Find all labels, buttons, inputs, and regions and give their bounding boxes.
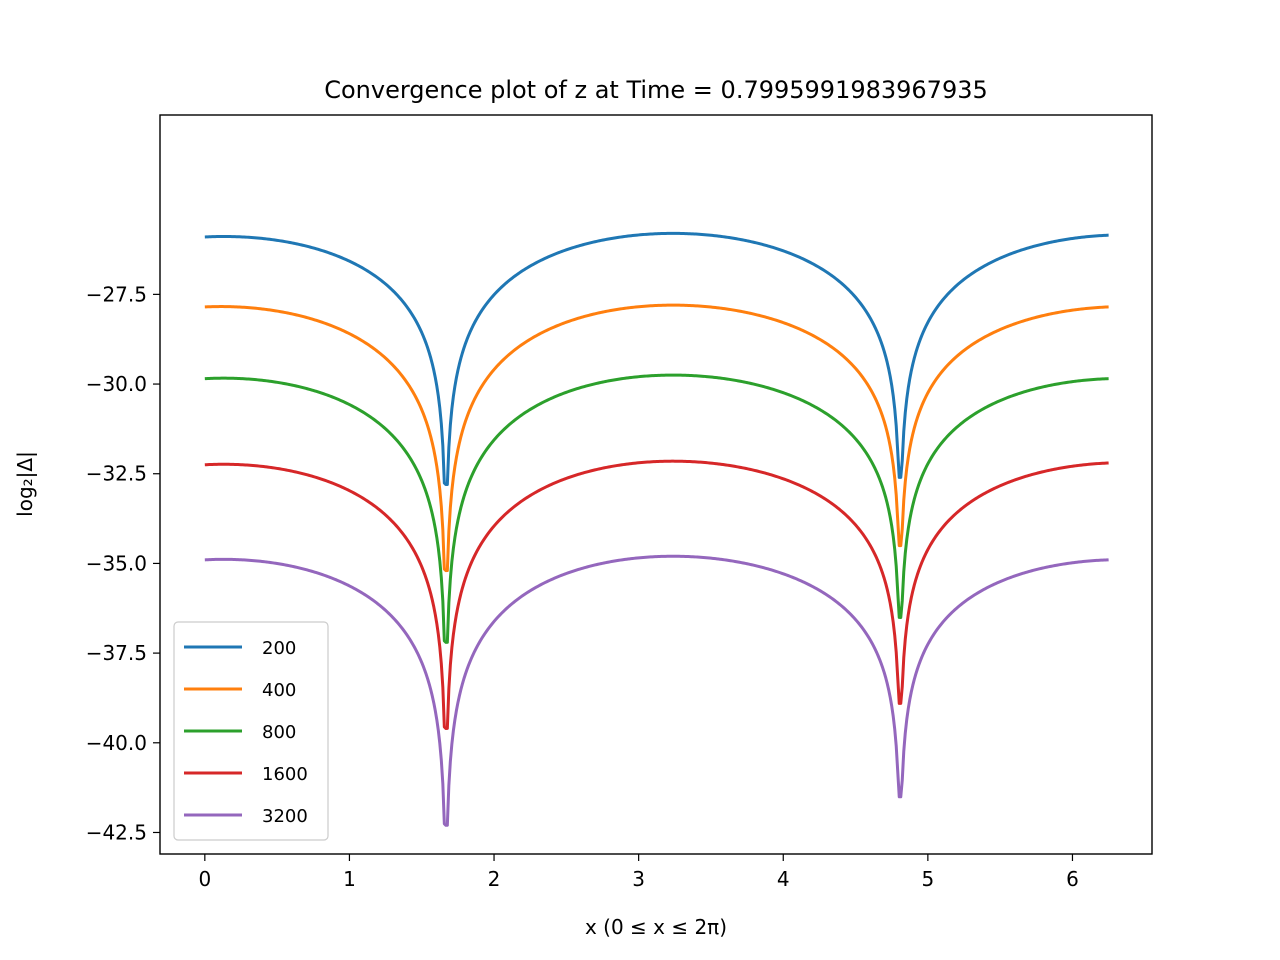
series-line-200 xyxy=(204,231,1109,486)
x-tick-label: 6 xyxy=(1066,867,1079,891)
series-line-800 xyxy=(204,373,1109,644)
legend: 200 400 800 1600 3200 xyxy=(173,621,329,841)
legend-label-1600: 1600 xyxy=(262,764,308,785)
series-line-1600 xyxy=(204,459,1109,730)
legend-label-800: 800 xyxy=(262,722,296,743)
series-line-3200 xyxy=(204,554,1109,827)
y-tick-label: −37.5 xyxy=(86,641,147,665)
x-tick-label: 5 xyxy=(921,867,934,891)
x-tick-label: 4 xyxy=(777,867,790,891)
plot-frame xyxy=(159,114,1153,855)
legend-label-400: 400 xyxy=(262,680,296,701)
x-axis-label: x (0 ≤ x ≤ 2π) xyxy=(585,915,727,939)
chart-title: Convergence plot of z at Time = 0.799599… xyxy=(324,76,988,104)
x-tick-label: 1 xyxy=(343,867,356,891)
series-lines xyxy=(204,231,1109,827)
legend-label-3200: 3200 xyxy=(262,806,308,827)
y-tick-label: −32.5 xyxy=(86,462,147,486)
y-tick-label: −27.5 xyxy=(86,282,147,306)
y-axis-label: log₂|Δ| xyxy=(13,451,37,517)
series-line-400 xyxy=(204,303,1109,573)
legend-box xyxy=(173,621,329,841)
legend-label-200: 200 xyxy=(262,638,296,659)
x-tick-label: 2 xyxy=(488,867,501,891)
y-tick-label: −30.0 xyxy=(86,372,147,396)
x-axis-ticks: 0 1 2 3 4 5 6 xyxy=(198,854,1079,891)
x-tick-label: 3 xyxy=(632,867,645,891)
y-tick-label: −42.5 xyxy=(86,820,147,844)
y-tick-label: −35.0 xyxy=(86,551,147,575)
y-axis-ticks: −27.5 −30.0 −32.5 −35.0 −37.5 −40.0 −42.5 xyxy=(86,282,160,844)
x-tick-label: 0 xyxy=(198,867,211,891)
y-tick-label: −40.0 xyxy=(86,731,147,755)
